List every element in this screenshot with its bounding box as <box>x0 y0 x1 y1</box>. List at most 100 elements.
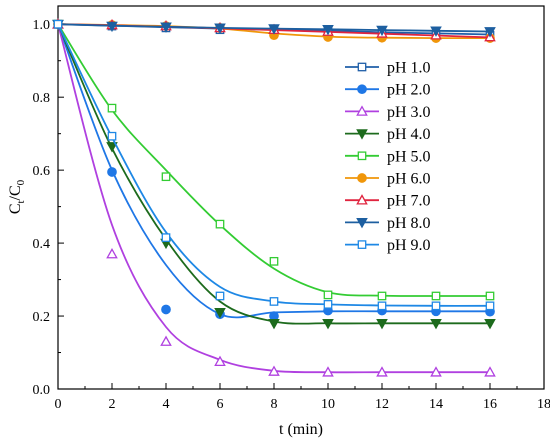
x-tick-label: 18 <box>537 397 550 412</box>
legend-marker <box>356 105 368 116</box>
data-point <box>215 291 225 301</box>
data-point <box>268 365 280 376</box>
data-point <box>431 301 441 311</box>
series-ph-5-0 <box>53 19 495 301</box>
legend-item: pH 5.0 <box>345 148 431 165</box>
legend-label: pH 9.0 <box>387 237 431 254</box>
y-axis-title-mid: /C <box>7 185 24 200</box>
y-tick-label: 0.2 <box>33 310 51 325</box>
data-point <box>322 366 334 377</box>
legend-marker <box>357 173 367 183</box>
data-point <box>268 318 280 330</box>
x-tick-label: 0 <box>55 397 62 412</box>
legend-marker <box>357 84 367 95</box>
data-point <box>160 22 172 33</box>
data-point <box>161 233 171 242</box>
data-point <box>376 366 388 377</box>
legend-label: pH 3.0 <box>387 104 431 121</box>
x-tick-label: 2 <box>109 397 116 412</box>
plot-frame <box>57 5 545 390</box>
data-point <box>322 318 334 330</box>
legend-item: pH 4.0 <box>345 126 431 143</box>
data-point <box>484 318 496 330</box>
x-tick-label: 8 <box>271 397 278 412</box>
data-point <box>214 308 226 319</box>
x-tick-label: 14 <box>429 397 443 412</box>
data-point <box>430 366 442 377</box>
legend-label: pH 5.0 <box>387 148 431 165</box>
data-point <box>377 291 387 301</box>
legend-marker <box>356 194 368 205</box>
legend-marker <box>357 151 367 161</box>
data-point <box>161 172 171 182</box>
y-tick-label: 0.0 <box>33 383 51 398</box>
data-point <box>376 318 388 330</box>
data-point <box>323 300 333 309</box>
data-point <box>269 311 279 321</box>
data-point <box>269 256 279 266</box>
data-point <box>268 24 280 35</box>
x-tick-label: 10 <box>321 397 335 412</box>
x-tick-label: 4 <box>163 397 170 412</box>
data-point <box>322 24 334 36</box>
legend-label: pH 6.0 <box>387 171 431 188</box>
y-axis-title: Ct/C0 <box>7 179 27 214</box>
series-ph-9-0 <box>53 19 495 311</box>
legend: pH 1.0 pH 2.0 pH 3.0 pH 4.0 pH 5.0 pH 6.0 pH 7… <box>345 60 431 254</box>
legend-item: pH 1.0 <box>345 60 431 77</box>
data-point <box>215 219 225 229</box>
legend-marker <box>356 218 368 229</box>
series-fit-line <box>57 23 490 374</box>
data-point <box>161 304 171 315</box>
legend-label: pH 2.0 <box>387 82 431 99</box>
x-tick-label: 12 <box>375 397 389 412</box>
data-point <box>214 355 226 366</box>
legend-label: pH 8.0 <box>387 215 431 232</box>
y-tick-label: 0.6 <box>33 164 51 179</box>
legend-marker <box>357 240 367 249</box>
legend-label: pH 4.0 <box>387 126 431 143</box>
data-point <box>53 19 63 29</box>
data-point <box>106 21 118 33</box>
legend-item: pH 3.0 <box>345 104 431 121</box>
axis-ticks: 0 2 4 6 8 10 12 14 16 18 0.0 0.2 0.4 0.6 0.8 1.0 <box>33 18 550 412</box>
legend-item: pH 9.0 <box>345 237 431 254</box>
legend-marker <box>357 62 367 72</box>
legend-label: pH 7.0 <box>387 193 431 210</box>
data-point <box>323 290 333 300</box>
data-point <box>106 142 118 153</box>
data-point <box>376 25 388 37</box>
series-layer <box>52 18 496 377</box>
data-point <box>214 23 226 34</box>
x-tick-label: 16 <box>483 397 497 412</box>
y-axis-title-main: C <box>7 204 24 215</box>
data-point <box>107 167 117 177</box>
legend-label: pH 1.0 <box>387 60 431 77</box>
legend-item: pH 7.0 <box>345 193 431 210</box>
data-point <box>431 291 441 301</box>
data-point <box>430 26 442 37</box>
data-point <box>107 103 117 113</box>
legend-marker <box>356 129 368 140</box>
data-point <box>377 301 387 311</box>
data-point <box>430 318 442 330</box>
data-point <box>160 335 172 346</box>
legend-item: pH 8.0 <box>345 215 431 232</box>
data-point <box>484 366 496 377</box>
data-point <box>107 131 117 141</box>
legend-item: pH 6.0 <box>345 171 431 188</box>
y-tick-label: 1.0 <box>33 18 51 33</box>
y-axis-title-sub2: 0 <box>15 179 27 185</box>
data-point <box>485 291 495 301</box>
svg-text:Ct/C0: Ct/C0 <box>7 179 27 214</box>
data-point <box>484 27 496 38</box>
x-axis-title: t (min) <box>279 421 323 438</box>
series-fit-line <box>57 23 490 297</box>
y-axis-title-sub1: t <box>15 200 27 203</box>
y-tick-label: 0.8 <box>33 91 51 106</box>
y-tick-label: 0.4 <box>33 237 51 252</box>
data-point <box>106 248 118 259</box>
data-point <box>485 301 495 311</box>
legend-item: pH 2.0 <box>345 82 431 99</box>
